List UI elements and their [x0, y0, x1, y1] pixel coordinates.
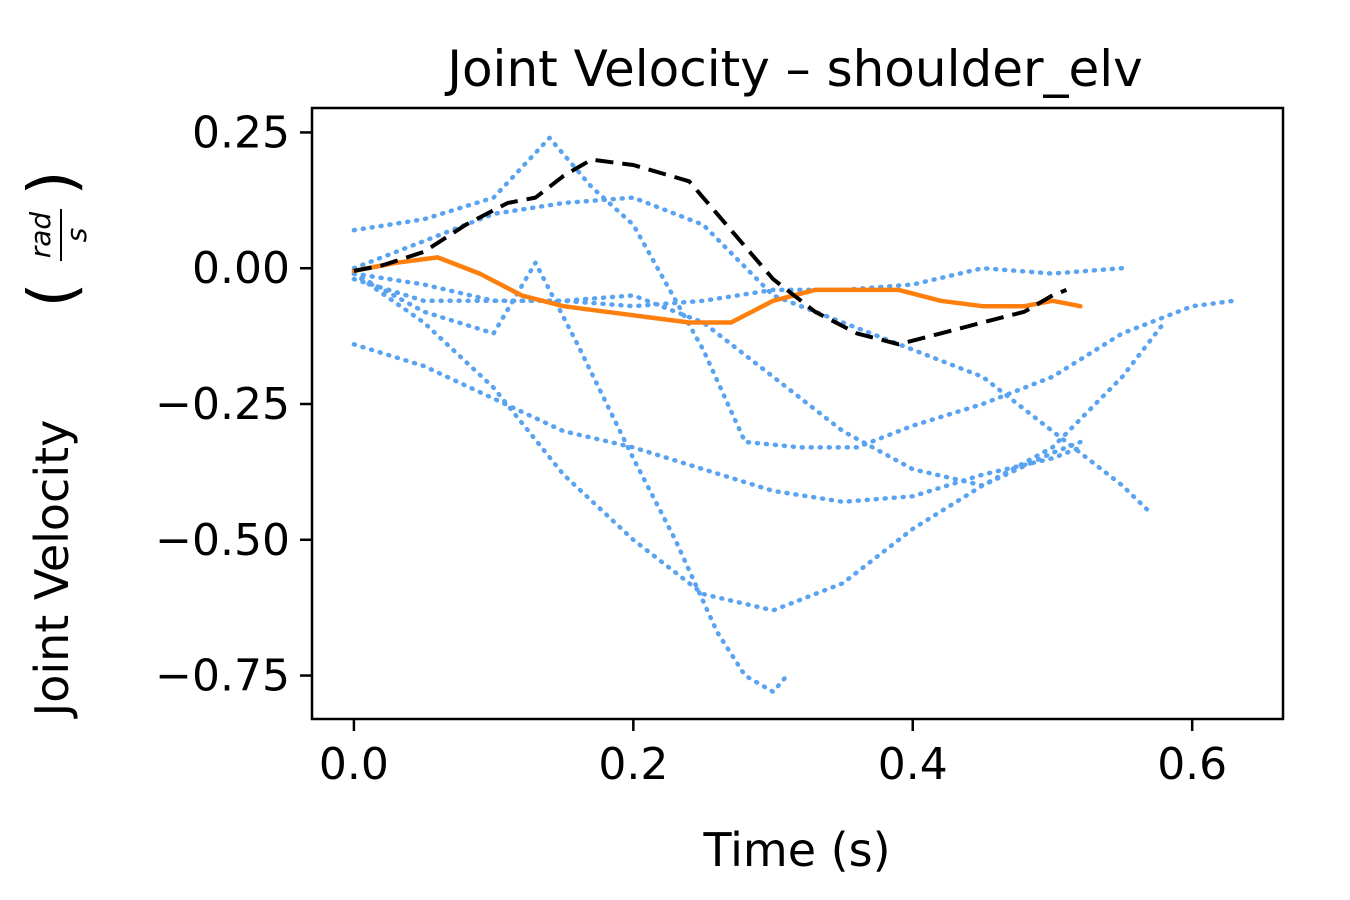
series-line-trial-6: [351, 342, 1083, 505]
x-tick-label: 0.4: [878, 739, 948, 790]
y-axis-label: Joint Velocity: [25, 420, 79, 720]
y-axis-unit-numerator: rad: [24, 212, 57, 259]
y-axis-unit-denominator: s: [60, 228, 93, 243]
y-axis-unit-paren-left: (: [16, 283, 90, 308]
y-tick-label: −0.50: [155, 515, 290, 566]
y-axis-unit-paren-right: ): [16, 171, 90, 196]
series-line-trial-5: [351, 271, 1167, 488]
y-axis-label-group: Joint Velocity ( rad s ): [16, 171, 93, 720]
series-line-mean: [351, 255, 1083, 325]
series-line-reference: [353, 157, 1068, 347]
chart-title: Joint Velocity – shoulder_elv: [444, 40, 1143, 98]
x-tick-label: 0.0: [319, 739, 389, 790]
y-tick-label: −0.75: [155, 651, 290, 702]
y-tick-label: −0.25: [155, 379, 290, 430]
series-line-trial-2: [351, 135, 1237, 450]
series-line-trial-1: [351, 260, 790, 695]
series-line-trial-4: [351, 265, 1125, 309]
y-tick-label: 0.25: [192, 107, 290, 158]
x-tick-label: 0.2: [598, 739, 668, 790]
plot-frame: [310, 106, 1285, 721]
x-tick-label: 0.6: [1157, 739, 1227, 790]
x-axis: 0.0 0.2 0.4 0.6: [319, 719, 1227, 790]
x-axis-label: Time (s): [702, 823, 890, 877]
series-line-trial-7: [351, 271, 1083, 613]
y-tick-label: 0.00: [192, 243, 290, 294]
y-axis: 0.25 0.00 −0.25 −0.50 −0.75: [155, 107, 312, 702]
series-layer: [351, 135, 1237, 695]
